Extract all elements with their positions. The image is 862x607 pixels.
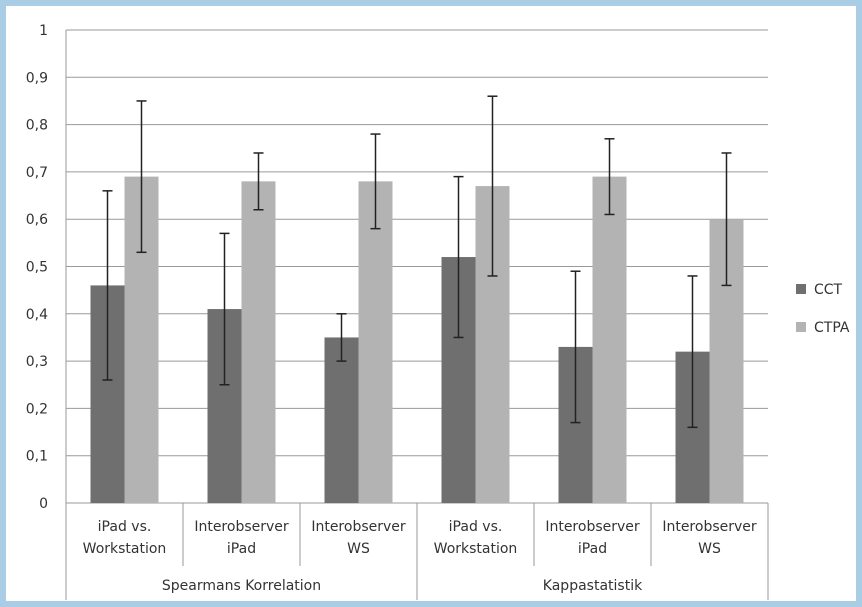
category-label: Interobserver [662, 519, 757, 535]
y-tick-label: 0,7 [26, 165, 48, 181]
legend-label-cct: CCT [814, 282, 843, 298]
bar-cct [324, 337, 359, 503]
legend-label-ctpa: CTPA [814, 320, 850, 336]
category-label: iPad vs. [449, 519, 503, 535]
legend-swatch-cct [796, 284, 806, 294]
category-label: iPad vs. [98, 519, 152, 535]
category-label: iPad [578, 541, 607, 557]
y-tick-label: 0,2 [26, 401, 48, 417]
bar-ctpa [592, 176, 627, 503]
group-label: Spearmans Korrelation [162, 578, 321, 594]
category-label: WS [698, 541, 721, 557]
y-tick-label: 0 [39, 496, 48, 512]
y-tick-label: 0,9 [26, 70, 48, 86]
group-label: Kappastatistik [543, 578, 643, 594]
legend-swatch-ctpa [796, 322, 806, 332]
y-tick-label: 0,4 [26, 307, 48, 323]
category-label: iPad [227, 541, 256, 557]
category-label: Interobserver [194, 519, 289, 535]
category-label: Workstation [83, 541, 167, 557]
category-label: WS [347, 541, 370, 557]
y-tick-label: 0,3 [26, 354, 48, 370]
y-tick-label: 0,1 [26, 449, 48, 465]
y-tick-label: 0,6 [26, 212, 48, 228]
y-tick-label: 0,8 [26, 118, 48, 134]
y-tick-label: 1 [39, 23, 48, 39]
category-label: Workstation [434, 541, 518, 557]
bar-ctpa [241, 181, 276, 504]
category-label: Interobserver [311, 519, 406, 535]
category-label: Interobserver [545, 519, 640, 535]
y-tick-label: 0,5 [26, 260, 48, 276]
bar-ctpa [358, 181, 393, 504]
